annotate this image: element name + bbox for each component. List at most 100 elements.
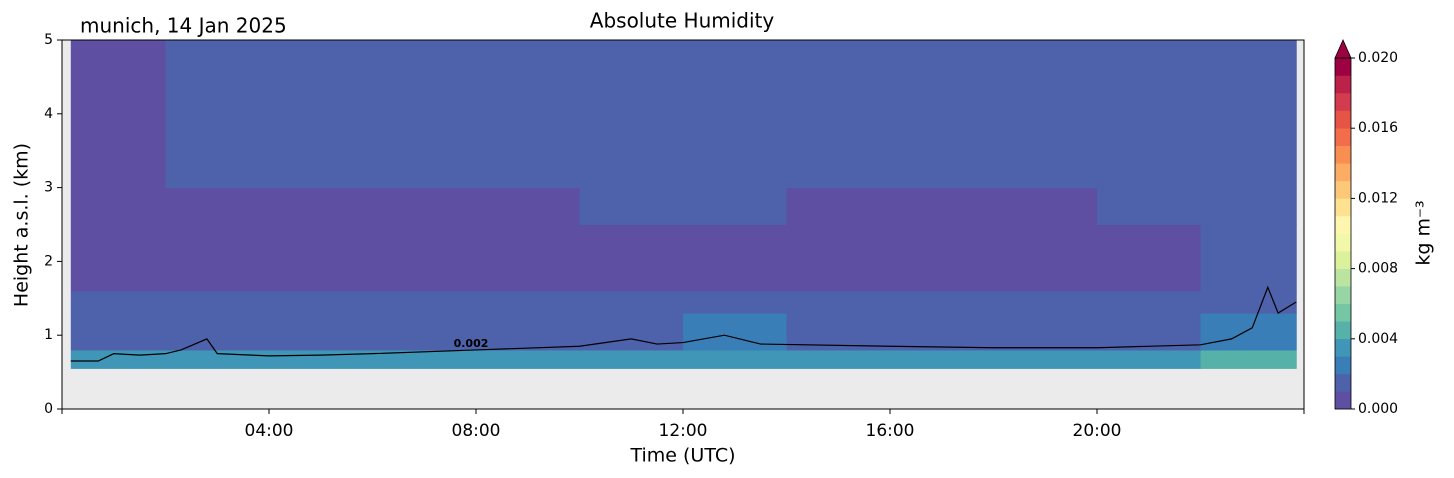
heatmap-cell	[70, 113, 166, 189]
colorbar-tick-label: 0.016	[1358, 120, 1398, 136]
heatmap-cell	[579, 313, 684, 351]
heatmap-cell	[70, 349, 166, 369]
colorbar-band	[1335, 268, 1351, 287]
heatmap-cell	[1200, 113, 1297, 189]
colorbar-band	[1335, 233, 1351, 252]
heatmap-cell	[890, 349, 994, 369]
heatmap-cell	[1200, 313, 1297, 351]
heatmap-cell	[476, 224, 580, 292]
colorbar-band	[1335, 145, 1351, 164]
heatmap-cell	[579, 349, 684, 369]
colorbar-band	[1335, 198, 1351, 217]
colorbar-label: kg m⁻³	[1413, 200, 1435, 265]
heatmap-cell	[1097, 113, 1201, 189]
heatmap-cell	[70, 224, 166, 292]
heatmap-cell	[683, 40, 787, 115]
y-tick-label: 2	[44, 253, 53, 269]
chart-title: Absolute Humidity	[590, 9, 775, 33]
heatmap-cell	[993, 313, 1098, 351]
x-tick-label: 08:00	[452, 421, 501, 441]
heatmap-cell	[890, 313, 994, 351]
colorbar-band	[1335, 286, 1351, 304]
colorbar-band	[1335, 180, 1351, 199]
colorbar-tick-label: 0.008	[1358, 261, 1398, 277]
location-label: munich, 14 Jan 2025	[80, 14, 287, 38]
heatmap-cell	[579, 113, 684, 189]
heatmap-cell	[372, 187, 477, 225]
heatmap-cell	[786, 224, 891, 292]
heatmap-cell	[269, 290, 373, 314]
heatmap-cell	[890, 290, 994, 314]
heatmap-cell	[1097, 290, 1201, 314]
y-tick-label: 3	[44, 180, 53, 196]
heatmap-cell	[993, 187, 1098, 225]
heatmap-cell	[165, 187, 270, 225]
heatmap-cell	[683, 187, 787, 225]
heatmap-cell	[890, 40, 994, 115]
heatmap-cell	[165, 40, 270, 115]
heatmap-cell	[890, 113, 994, 189]
heatmap-cell	[70, 40, 166, 115]
colorbar-tick-label: 0.000	[1358, 401, 1398, 417]
colorbar-band	[1335, 93, 1351, 111]
heatmap-cell	[476, 313, 580, 351]
heatmap-cell	[1097, 349, 1201, 369]
heatmap-cell	[476, 187, 580, 225]
heatmap-cell	[1097, 187, 1201, 225]
heatmap-cell	[1200, 349, 1297, 369]
heatmap-cell	[165, 313, 270, 351]
colorbar-band	[1335, 163, 1351, 182]
heatmap-cell	[269, 224, 373, 292]
heatmap-cell	[993, 224, 1098, 292]
heatmap-cell	[372, 290, 477, 314]
x-tick-label: 20:00	[1073, 421, 1122, 441]
heatmap-cell	[70, 313, 166, 351]
heatmap-cell	[579, 224, 684, 292]
y-tick-label: 1	[44, 327, 53, 343]
heatmap-cell	[476, 113, 580, 189]
x-axis-label: Time (UTC)	[629, 445, 735, 467]
colorbar-band	[1335, 215, 1351, 234]
heatmap-cell	[993, 349, 1098, 369]
heatmap-cell	[269, 187, 373, 225]
heatmap-cell	[70, 290, 166, 314]
heatmap-cell	[269, 40, 373, 115]
colorbar-tick-label: 0.020	[1358, 50, 1398, 66]
colorbar-band	[1335, 110, 1351, 129]
heatmap-cell	[165, 224, 270, 292]
colorbar-extend-arrow	[1334, 39, 1352, 59]
contour-label: 0.002	[454, 337, 489, 350]
heatmap-cell	[683, 290, 787, 314]
y-axis-label: Height a.s.l. (km)	[11, 143, 33, 307]
heatmap-cell	[70, 187, 166, 225]
colorbar-band	[1335, 128, 1351, 147]
heatmap-cell	[579, 290, 684, 314]
y-tick-label: 0	[44, 401, 53, 417]
heatmap-cell	[372, 224, 477, 292]
heatmap-cell	[890, 187, 994, 225]
heatmap-cell	[786, 290, 891, 314]
heatmap-cell	[683, 313, 787, 351]
colorbar-band	[1335, 391, 1351, 410]
heatmap-cell	[1200, 187, 1297, 225]
heatmap-cell	[683, 224, 787, 292]
heatmap-cell	[890, 224, 994, 292]
x-tick-label: 12:00	[659, 421, 708, 441]
colorbar-tick-label: 0.012	[1358, 190, 1398, 206]
heatmap-cell	[786, 40, 891, 115]
colorbar-band	[1335, 373, 1351, 392]
heatmap-cell	[269, 113, 373, 189]
colorbar-tick-label: 0.004	[1358, 331, 1398, 347]
heatmap-cell	[579, 40, 684, 115]
heatmap-cell	[993, 40, 1098, 115]
colorbar-band	[1335, 75, 1351, 94]
heatmap-cell	[269, 313, 373, 351]
contour-line	[70, 285, 1297, 362]
colorbar-band	[1335, 356, 1351, 375]
colorbar-band	[1335, 321, 1351, 340]
heatmap-cell	[1200, 224, 1297, 292]
heatmap-cell	[372, 113, 477, 189]
heatmap-cell	[1097, 224, 1201, 292]
heatmap-cell	[1200, 290, 1297, 314]
heatmap-cell	[269, 349, 373, 369]
